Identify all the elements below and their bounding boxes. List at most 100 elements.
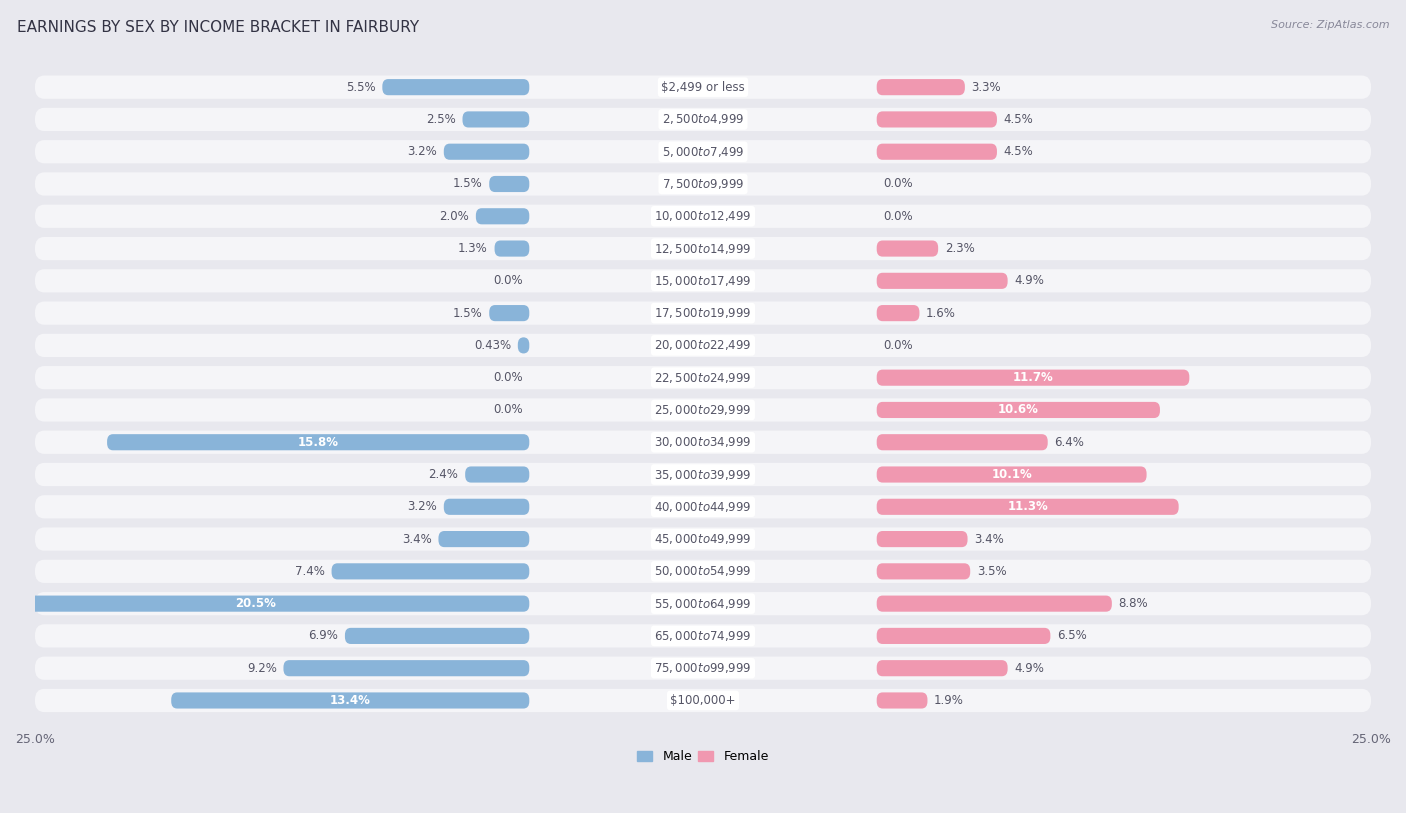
FancyBboxPatch shape	[0, 596, 529, 611]
FancyBboxPatch shape	[877, 241, 938, 257]
Text: 5.5%: 5.5%	[346, 80, 375, 93]
FancyBboxPatch shape	[877, 434, 1047, 450]
FancyBboxPatch shape	[877, 693, 928, 709]
Text: 1.6%: 1.6%	[927, 307, 956, 320]
Text: $75,000 to $99,999: $75,000 to $99,999	[654, 661, 752, 675]
Text: $55,000 to $64,999: $55,000 to $64,999	[654, 597, 752, 611]
FancyBboxPatch shape	[877, 498, 1178, 515]
FancyBboxPatch shape	[35, 689, 1371, 712]
FancyBboxPatch shape	[877, 79, 965, 95]
FancyBboxPatch shape	[35, 592, 1371, 615]
Text: 0.0%: 0.0%	[494, 403, 523, 416]
FancyBboxPatch shape	[877, 144, 997, 160]
FancyBboxPatch shape	[465, 467, 529, 483]
FancyBboxPatch shape	[877, 273, 1008, 289]
Text: $35,000 to $39,999: $35,000 to $39,999	[654, 467, 752, 481]
Legend: Male, Female: Male, Female	[633, 746, 773, 768]
Text: $20,000 to $22,499: $20,000 to $22,499	[654, 338, 752, 352]
Text: $40,000 to $44,999: $40,000 to $44,999	[654, 500, 752, 514]
Text: $65,000 to $74,999: $65,000 to $74,999	[654, 629, 752, 643]
FancyBboxPatch shape	[517, 337, 529, 354]
Text: 11.7%: 11.7%	[1012, 372, 1053, 385]
Text: $7,500 to $9,999: $7,500 to $9,999	[662, 177, 744, 191]
Text: $12,500 to $14,999: $12,500 to $14,999	[654, 241, 752, 255]
Text: 8.8%: 8.8%	[1119, 597, 1149, 610]
FancyBboxPatch shape	[35, 237, 1371, 260]
FancyBboxPatch shape	[877, 370, 1189, 385]
Text: 3.2%: 3.2%	[408, 500, 437, 513]
Text: 0.0%: 0.0%	[883, 177, 912, 190]
Text: $50,000 to $54,999: $50,000 to $54,999	[654, 564, 752, 578]
FancyBboxPatch shape	[489, 176, 529, 192]
Text: 6.9%: 6.9%	[308, 629, 339, 642]
Text: 4.9%: 4.9%	[1014, 274, 1045, 287]
Text: $10,000 to $12,499: $10,000 to $12,499	[654, 209, 752, 224]
FancyBboxPatch shape	[463, 111, 529, 128]
Text: 15.8%: 15.8%	[298, 436, 339, 449]
Text: 0.0%: 0.0%	[494, 372, 523, 385]
FancyBboxPatch shape	[877, 467, 1147, 483]
Text: 2.4%: 2.4%	[429, 468, 458, 481]
Text: $100,000+: $100,000+	[671, 694, 735, 707]
Text: 2.5%: 2.5%	[426, 113, 456, 126]
Text: $22,500 to $24,999: $22,500 to $24,999	[654, 371, 752, 385]
FancyBboxPatch shape	[172, 693, 529, 709]
FancyBboxPatch shape	[284, 660, 529, 676]
FancyBboxPatch shape	[35, 431, 1371, 454]
Text: 3.4%: 3.4%	[402, 533, 432, 546]
Text: 9.2%: 9.2%	[247, 662, 277, 675]
FancyBboxPatch shape	[107, 434, 529, 450]
FancyBboxPatch shape	[35, 495, 1371, 519]
FancyBboxPatch shape	[877, 531, 967, 547]
Text: 2.3%: 2.3%	[945, 242, 974, 255]
FancyBboxPatch shape	[35, 463, 1371, 486]
FancyBboxPatch shape	[877, 628, 1050, 644]
Text: 4.9%: 4.9%	[1014, 662, 1045, 675]
Text: Source: ZipAtlas.com: Source: ZipAtlas.com	[1271, 20, 1389, 30]
FancyBboxPatch shape	[35, 657, 1371, 680]
FancyBboxPatch shape	[35, 334, 1371, 357]
Text: 4.5%: 4.5%	[1004, 113, 1033, 126]
Text: 11.3%: 11.3%	[1007, 500, 1047, 513]
FancyBboxPatch shape	[35, 140, 1371, 163]
Text: 0.0%: 0.0%	[883, 339, 912, 352]
FancyBboxPatch shape	[35, 528, 1371, 550]
Text: 10.1%: 10.1%	[991, 468, 1032, 481]
Text: 4.5%: 4.5%	[1004, 146, 1033, 159]
Text: 3.3%: 3.3%	[972, 80, 1001, 93]
FancyBboxPatch shape	[35, 172, 1371, 196]
Text: EARNINGS BY SEX BY INCOME BRACKET IN FAIRBURY: EARNINGS BY SEX BY INCOME BRACKET IN FAI…	[17, 20, 419, 35]
Text: $30,000 to $34,999: $30,000 to $34,999	[654, 435, 752, 450]
FancyBboxPatch shape	[439, 531, 529, 547]
FancyBboxPatch shape	[475, 208, 529, 224]
FancyBboxPatch shape	[35, 366, 1371, 389]
Text: 10.6%: 10.6%	[998, 403, 1039, 416]
FancyBboxPatch shape	[35, 269, 1371, 293]
Text: 7.4%: 7.4%	[295, 565, 325, 578]
Text: 1.5%: 1.5%	[453, 177, 482, 190]
FancyBboxPatch shape	[344, 628, 529, 644]
FancyBboxPatch shape	[35, 302, 1371, 324]
Text: 20.5%: 20.5%	[235, 597, 276, 610]
Text: 6.4%: 6.4%	[1054, 436, 1084, 449]
FancyBboxPatch shape	[35, 398, 1371, 422]
FancyBboxPatch shape	[877, 402, 1160, 418]
FancyBboxPatch shape	[877, 563, 970, 580]
Text: $2,500 to $4,999: $2,500 to $4,999	[662, 112, 744, 127]
FancyBboxPatch shape	[444, 498, 529, 515]
FancyBboxPatch shape	[382, 79, 529, 95]
FancyBboxPatch shape	[877, 305, 920, 321]
FancyBboxPatch shape	[35, 205, 1371, 228]
Text: 3.2%: 3.2%	[408, 146, 437, 159]
Text: $25,000 to $29,999: $25,000 to $29,999	[654, 403, 752, 417]
FancyBboxPatch shape	[35, 108, 1371, 131]
Text: 0.0%: 0.0%	[883, 210, 912, 223]
Text: 0.43%: 0.43%	[474, 339, 512, 352]
FancyBboxPatch shape	[35, 559, 1371, 583]
Text: $5,000 to $7,499: $5,000 to $7,499	[662, 145, 744, 159]
FancyBboxPatch shape	[495, 241, 529, 257]
FancyBboxPatch shape	[877, 596, 1112, 611]
FancyBboxPatch shape	[35, 624, 1371, 647]
Text: $2,499 or less: $2,499 or less	[661, 80, 745, 93]
Text: $45,000 to $49,999: $45,000 to $49,999	[654, 532, 752, 546]
